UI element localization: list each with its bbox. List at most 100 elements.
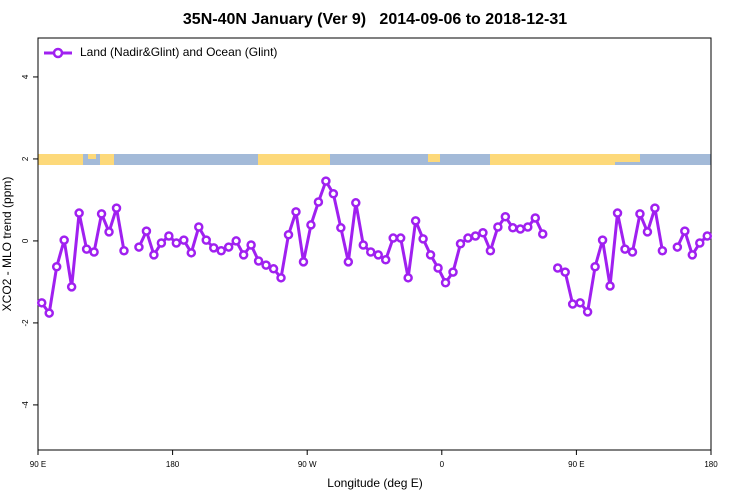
data-point <box>238 250 249 260</box>
data-point <box>530 213 541 223</box>
x-tick-label: 90 E <box>568 460 584 469</box>
y-axis-label: XCO2 - MLO trend (ppm) <box>0 177 14 312</box>
data-point <box>358 240 369 250</box>
data-point <box>59 235 69 245</box>
data-point <box>463 233 473 243</box>
data-point <box>612 208 623 218</box>
data-point <box>388 233 398 243</box>
data-point <box>597 235 608 245</box>
data-point <box>186 248 197 258</box>
data-point <box>253 256 264 266</box>
data-point <box>642 227 653 237</box>
data-point <box>164 231 174 241</box>
data-point <box>635 209 645 219</box>
data-point <box>657 246 668 256</box>
data-point <box>523 222 533 232</box>
data-point <box>261 260 271 270</box>
data-point <box>96 209 107 219</box>
data-point <box>493 222 503 232</box>
data-point <box>672 242 683 252</box>
data-point <box>410 216 421 226</box>
data-point <box>418 234 428 244</box>
data-point <box>111 203 122 213</box>
data-point <box>268 264 279 274</box>
data-point <box>440 277 451 288</box>
data-point <box>231 236 241 246</box>
data-point <box>298 257 309 267</box>
legend-item: Land (Nadir&Glint) and Ocean (Glint) <box>44 45 277 59</box>
y-tick-label: -4 <box>21 401 30 409</box>
data-point <box>201 235 211 245</box>
data-point <box>283 230 294 240</box>
data-point <box>171 238 182 248</box>
data-point <box>44 308 54 318</box>
data-point <box>81 244 92 254</box>
data-point <box>425 250 436 260</box>
data-point <box>208 243 219 253</box>
data-point <box>156 238 167 248</box>
data-point <box>134 242 144 252</box>
data-point <box>470 231 481 241</box>
data-point <box>538 229 548 239</box>
data-point <box>306 220 316 230</box>
map-strip <box>38 154 711 165</box>
data-point <box>216 246 226 256</box>
data-point <box>552 263 563 273</box>
data-point <box>104 227 114 237</box>
y-tick-label: 4 <box>21 74 30 79</box>
legend-marker <box>52 47 64 59</box>
data-point <box>66 282 77 292</box>
data-point <box>89 247 99 257</box>
x-tick-label: 90 W <box>298 460 317 469</box>
data-point <box>246 240 256 250</box>
data-point <box>508 223 518 233</box>
data-point <box>74 208 84 218</box>
data-point <box>343 257 354 267</box>
data-point <box>403 273 413 283</box>
data-point <box>373 250 383 260</box>
data-point <box>141 226 152 236</box>
data-point <box>687 250 698 260</box>
legend-label: Land (Nadir&Glint) and Ocean (Glint) <box>80 45 277 59</box>
y-tick-label: -2 <box>21 319 30 327</box>
data-point <box>500 211 511 222</box>
data-point <box>276 273 286 283</box>
data-point <box>366 247 376 257</box>
plot-frame <box>37 37 712 451</box>
data-point <box>567 299 578 309</box>
data-point <box>380 255 391 265</box>
data-point <box>680 226 690 236</box>
data-point <box>291 207 301 217</box>
data-point <box>194 222 204 232</box>
data-point <box>590 262 600 272</box>
data-point <box>582 307 593 317</box>
data-point <box>650 203 660 213</box>
data-point <box>328 189 339 199</box>
data-point <box>620 244 630 254</box>
x-tick-label: 180 <box>166 460 180 469</box>
data-point <box>575 298 585 308</box>
y-tick-label: 0 <box>21 238 30 243</box>
data-point <box>313 197 324 207</box>
data-point <box>321 176 331 186</box>
data-point <box>149 250 159 260</box>
y-tick-label: 2 <box>21 156 30 161</box>
data-point <box>351 198 361 208</box>
x-axis-label: Longitude (deg E) <box>327 476 422 490</box>
data-point <box>627 247 638 257</box>
data-point <box>36 298 47 308</box>
data-point <box>605 281 615 291</box>
x-tick-label: 0 <box>440 460 445 469</box>
data-point <box>695 238 705 248</box>
data-point <box>448 267 458 277</box>
data-point <box>395 233 406 243</box>
data-point <box>119 246 129 256</box>
data-point <box>478 227 488 238</box>
data-point <box>336 223 346 233</box>
data-point <box>515 224 526 234</box>
data-point <box>485 246 496 256</box>
chart-title: 35N-40N January (Ver 9) 2014-09-06 to 20… <box>183 11 567 28</box>
data-point <box>433 263 443 273</box>
data-point <box>702 231 713 241</box>
